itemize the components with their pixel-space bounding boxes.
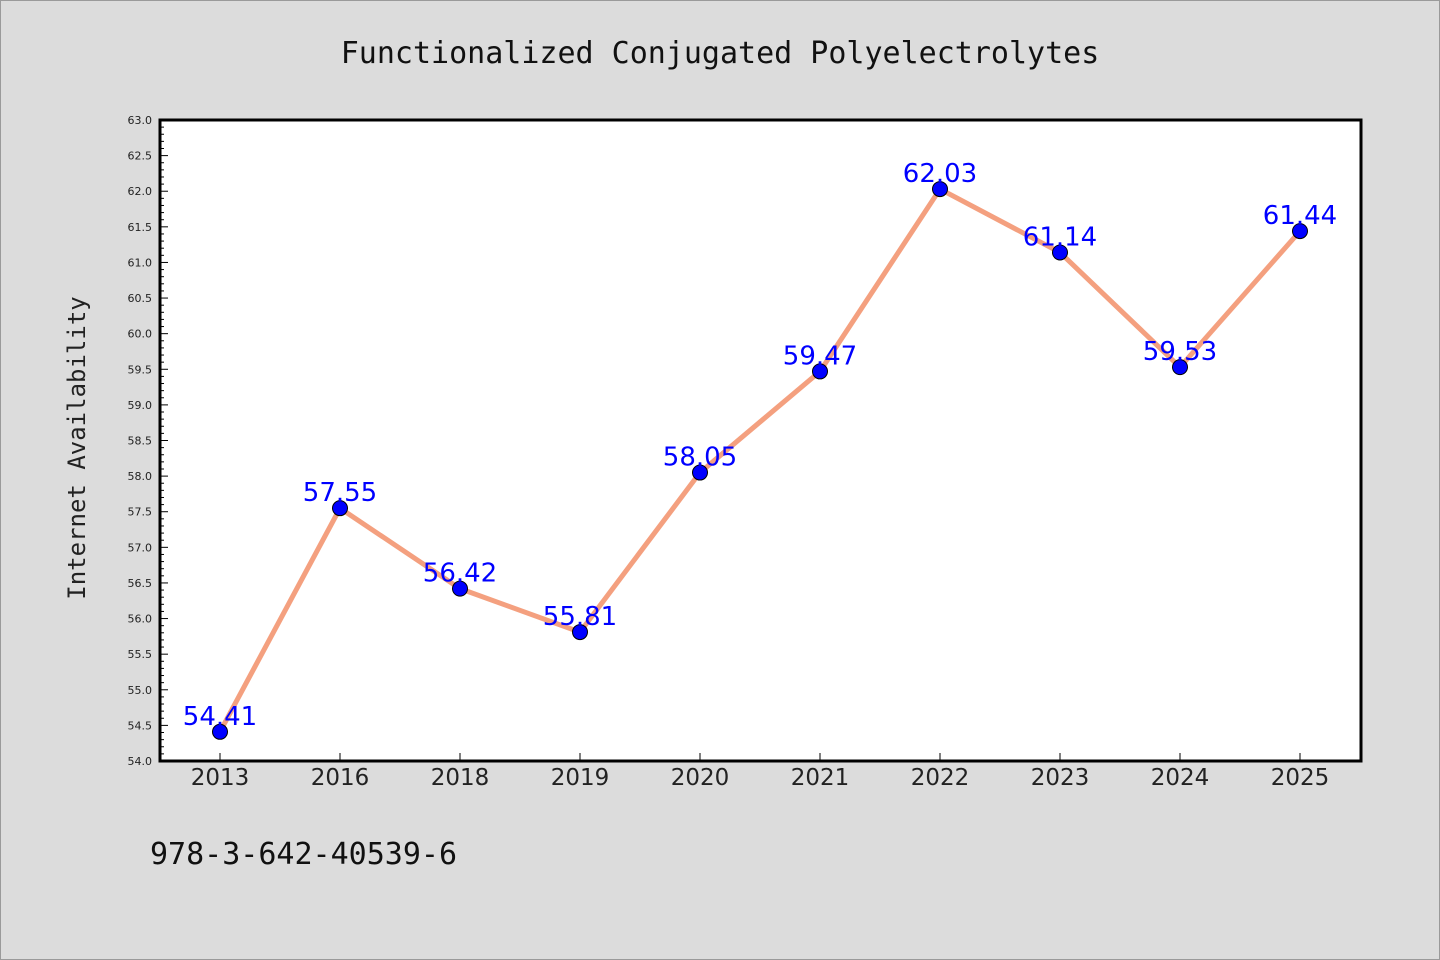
data-point xyxy=(692,464,708,481)
data-point xyxy=(332,500,348,517)
data-point xyxy=(1292,223,1308,240)
x-tick-label: 2019 xyxy=(551,765,610,791)
y-tick-label: 55.0 xyxy=(128,684,153,697)
y-tick-label: 61.0 xyxy=(128,256,153,269)
x-tick-label: 2025 xyxy=(1271,765,1330,791)
y-tick-label: 62.5 xyxy=(128,150,153,163)
plot-area xyxy=(158,118,1363,763)
footnote-isbn: 978-3-642-40539-6 xyxy=(150,837,457,872)
y-tick-label: 61.5 xyxy=(128,221,153,234)
y-tick-label: 62.0 xyxy=(128,185,153,198)
y-tick-label: 58.0 xyxy=(128,470,153,483)
x-tick-label: 2023 xyxy=(1031,765,1090,791)
data-point xyxy=(452,580,468,597)
y-tick-label: 60.5 xyxy=(128,292,153,305)
y-axis: 54.0 54.5 55.0 55.5 56.0 56.5 57.0 57.5 58.0 58.5… xyxy=(128,114,168,768)
y-tick-label: 54.5 xyxy=(128,719,153,732)
x-tick-label: 2018 xyxy=(431,765,490,791)
data-label: 61.44 xyxy=(1263,201,1337,231)
data-label: 59.53 xyxy=(1143,337,1217,367)
data-point xyxy=(212,723,228,740)
data-label: 54.41 xyxy=(183,702,257,732)
y-tick-label: 59.0 xyxy=(128,399,153,412)
y-tick-label: 56.0 xyxy=(128,613,153,626)
y-tick-label: 56.5 xyxy=(128,577,153,590)
x-tick-label: 2013 xyxy=(191,765,250,791)
y-axis-label: Internet Availability xyxy=(63,296,91,599)
series-line xyxy=(217,186,1303,735)
y-tick-label: 63.0 xyxy=(128,114,153,127)
data-point xyxy=(1172,359,1188,376)
chart-title: Functionalized Conjugated Polyelectrolyt… xyxy=(341,36,1100,71)
data-label: 56.42 xyxy=(423,559,497,589)
data-label: 62.03 xyxy=(903,159,977,189)
x-tick-label: 2022 xyxy=(911,765,970,791)
data-label: 55.81 xyxy=(543,602,617,632)
y-tick-label: 58.5 xyxy=(128,435,153,448)
x-tick-label: 2021 xyxy=(791,765,850,791)
data-label: 61.14 xyxy=(1023,222,1097,252)
data-label: 58.05 xyxy=(663,443,737,473)
data-labels: 54.41 57.55 56.42 55.81 58.05 59.47 62.03 61.14… xyxy=(183,159,1337,732)
data-point xyxy=(812,363,828,380)
data-point xyxy=(572,624,588,641)
y-tick-label: 60.0 xyxy=(128,328,153,341)
data-label: 59.47 xyxy=(783,341,857,371)
data-point xyxy=(1052,244,1068,261)
y-tick-label: 57.0 xyxy=(128,541,153,554)
y-tick-label: 59.5 xyxy=(128,363,153,376)
y-tick-label: 54.0 xyxy=(128,755,153,768)
y-tick-label: 57.5 xyxy=(128,506,153,519)
x-tick-label: 2020 xyxy=(671,765,730,791)
y-tick-label: 55.5 xyxy=(128,648,153,661)
data-points xyxy=(212,181,1308,740)
data-point xyxy=(932,181,948,198)
data-label: 57.55 xyxy=(303,478,377,508)
x-axis: 2013 2016 2018 2019 2020 2021 2022 2023 2024 2025 xyxy=(191,753,1330,791)
x-tick-label: 2016 xyxy=(311,765,370,791)
x-tick-label: 2024 xyxy=(1151,765,1210,791)
